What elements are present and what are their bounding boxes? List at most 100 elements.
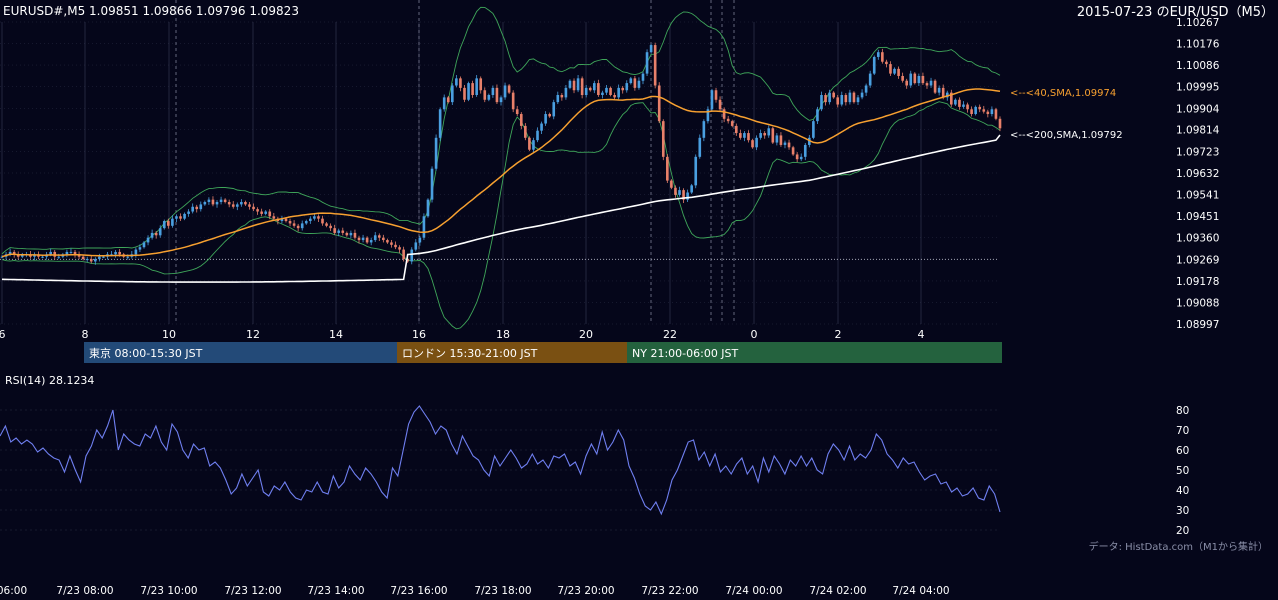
candle-body [398,247,401,250]
candle-body [657,85,661,122]
candle-body [235,204,239,207]
date-tick-label: 7/24 04:00 [892,585,949,597]
candle-body [93,259,97,262]
candle-body [917,75,921,84]
candle-body [868,73,872,86]
hour-axis: 6 8 10 12 14 16 18 20 22 0 2 4 [0,328,925,341]
candle-body [475,78,478,96]
session-label: ロンドン 15:30-21:00 JST [402,347,538,360]
candle-body [584,87,588,96]
candle-body [771,128,775,143]
candle-body [511,92,515,110]
candle-body [524,125,527,138]
candle-body [57,256,61,258]
candle-body [102,256,105,258]
candle-body [288,221,292,224]
price-tick-label: 1.09088 [1176,297,1219,309]
candle-body [828,92,831,103]
candle-body [337,230,341,233]
candle-body [12,251,16,255]
candle-body [438,109,442,138]
date-tick-label: 7/24 00:00 [725,585,782,597]
candle-body [430,168,434,200]
candle-body [256,209,259,212]
candle-body [183,213,186,219]
candle-body [158,228,162,236]
hour-tick-label: 22 [663,328,677,341]
candle-body [706,109,710,122]
candle-body [353,232,357,238]
candle-body [698,137,702,157]
candle-body [260,211,263,214]
candle-body [73,251,77,255]
candle-body [244,202,247,205]
rsi-tick-label: 40 [1176,485,1189,497]
candle-body [272,216,276,219]
candle-body [191,206,194,212]
candle-body [864,85,868,93]
candle-body [913,73,917,84]
candle-body [649,45,653,53]
candle-body [203,202,207,205]
candle-body [767,128,771,136]
candle-body [743,133,746,138]
candle-body [986,111,990,115]
data-source-note: データ: HistData.com（M1から集計） [1089,540,1268,553]
candle-body [722,109,726,119]
candle-body [755,137,758,148]
price-tick-label: 1.09178 [1176,276,1219,288]
candle-body [775,135,779,143]
candle-body [49,251,52,255]
candle-body [0,256,4,258]
candle-body [645,52,649,74]
candle-body [422,216,426,238]
candle-body [519,114,523,126]
candle-body [402,249,405,260]
candle-body [747,133,750,141]
date-tick-label: 7/23 20:00 [557,585,614,597]
candle-body [613,95,616,98]
candle-body [418,237,422,243]
rsi-tick-label: 70 [1176,425,1189,437]
candle-body [759,133,762,138]
rsi-tick-label: 30 [1176,505,1189,517]
candle-body [369,240,373,243]
date-tick-label: 7/23 08:00 [56,585,113,597]
candle-body [848,92,852,103]
candle-body [641,73,645,81]
hour-tick-label: 2 [835,328,842,341]
candle-body [150,232,154,238]
price-tick-label: 1.09451 [1176,211,1219,223]
candle-body [799,156,803,160]
price-grid [0,21,1000,325]
candle-body [881,52,884,62]
candle-body [483,90,487,100]
candle-body [240,202,243,205]
rsi-axis: 80 70 60 50 40 30 20 [1176,405,1189,537]
date-tick-label: 7/23 16:00 [390,585,447,597]
candle-body [739,133,742,138]
price-tick-label: 1.09360 [1176,233,1219,245]
candle-body [605,87,608,93]
candle-body [945,92,949,98]
candle-body [248,204,251,207]
candle-body [304,221,308,224]
candle-body [958,99,961,107]
candle-body [325,223,328,226]
price-tick-label: 1.09814 [1176,125,1220,137]
candle-body [20,254,24,257]
candle-body [487,95,491,100]
candle-body [921,75,925,84]
candle-body [852,92,856,103]
candle-body [929,80,933,86]
candle-body [974,106,977,115]
candle-body [633,78,637,88]
candle-body [653,45,657,86]
candle-body [787,142,791,148]
candle-body [808,137,811,145]
candle-body [860,92,864,98]
price-tick-label: 1.09723 [1176,146,1219,158]
candle-body [451,85,454,103]
candle-body [223,199,227,203]
candle-body [361,237,365,241]
